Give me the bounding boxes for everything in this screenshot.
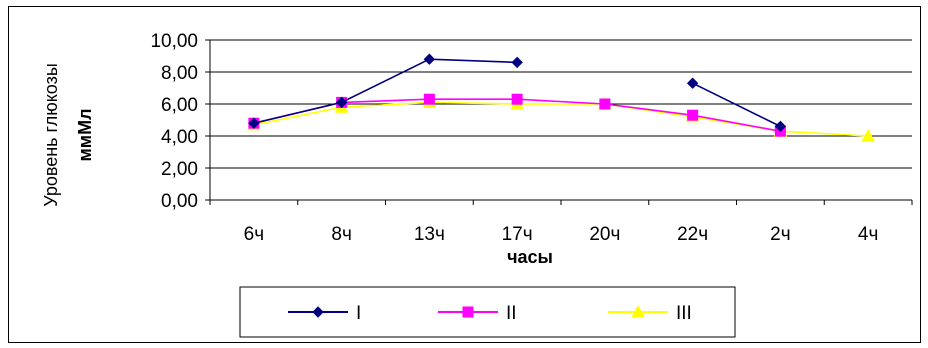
legend-marker: [462, 306, 474, 318]
data-point: [686, 77, 699, 89]
x-tick-labels: 6ч 8ч 13ч 17ч 20ч 22ч 2ч 4ч: [244, 224, 879, 245]
y-tick-labels: 0,00 2,00 4,00 6,00 8,00 10,00: [150, 31, 198, 212]
data-point: [511, 93, 523, 105]
axes: [209, 40, 913, 205]
series-II: [248, 93, 786, 137]
x-tick-label: 6ч: [244, 224, 264, 245]
x-tick-label: 8ч: [331, 224, 351, 245]
y-tick-label: 2,00: [161, 159, 198, 180]
series-line: [253, 58, 518, 124]
y-tick-label: 6,00: [161, 95, 198, 116]
x-tick-label: 22ч: [677, 224, 708, 245]
data-point: [687, 109, 699, 121]
y-axis-title-line-1: Уровень глюкозы: [41, 63, 61, 207]
data-point: [774, 120, 787, 133]
x-tick-label: 17ч: [502, 224, 533, 245]
legend-label: II: [506, 303, 517, 324]
legend-item: II: [438, 303, 517, 324]
gridlines: [205, 39, 912, 201]
legend-item: I: [288, 303, 361, 324]
data-point: [599, 98, 611, 110]
series-I: [248, 53, 787, 133]
data-point: [335, 96, 348, 109]
data-point: [248, 117, 260, 129]
data-point: [861, 128, 875, 142]
y-tick-label: 4,00: [161, 127, 198, 148]
series-line: [692, 82, 781, 128]
y-tick-label: 0,00: [161, 191, 198, 212]
x-axis-title: часы: [507, 247, 553, 267]
x-tick-label: 13ч: [414, 224, 445, 245]
legend: I II III: [239, 286, 736, 338]
legend-item: III: [608, 303, 692, 324]
data-point: [423, 93, 435, 105]
y-axis-title-line-2: ммМл: [75, 108, 95, 161]
y-tick-label: 10,00: [150, 31, 198, 52]
data-point: [511, 56, 523, 69]
series-lines: [247, 53, 875, 142]
x-tick-label: 2ч: [770, 224, 790, 245]
legend-label: III: [676, 303, 692, 324]
x-tick-label: 4ч: [858, 224, 878, 245]
y-axis-title: Уровень глюкозы ммМл: [41, 63, 95, 207]
y-tick-label: 8,00: [161, 63, 198, 84]
chart-frame: [8, 6, 921, 343]
data-point: [423, 53, 436, 65]
legend-marker: [631, 304, 645, 318]
legend-marker: [312, 306, 324, 318]
legend-label: I: [356, 303, 361, 324]
x-tick-label: 20ч: [589, 224, 620, 245]
